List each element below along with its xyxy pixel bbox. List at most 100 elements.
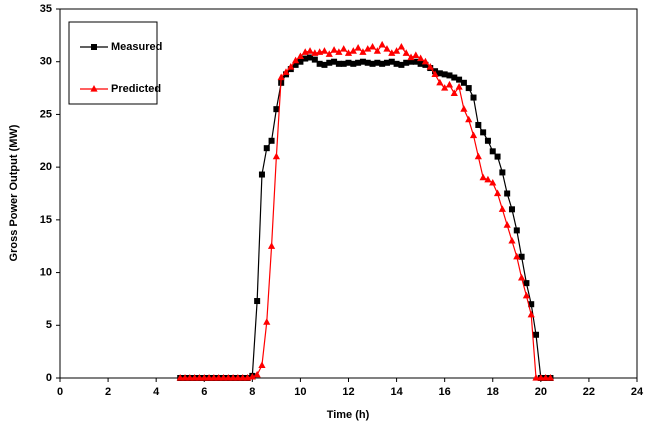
data-point	[383, 59, 390, 66]
data-point	[480, 129, 487, 136]
data-point	[397, 42, 405, 50]
data-point	[321, 61, 328, 68]
data-point	[335, 48, 343, 55]
x-tick-label: 2	[105, 386, 111, 398]
data-point	[277, 73, 285, 81]
data-point	[374, 59, 381, 66]
data-point	[403, 59, 410, 66]
y-tick-label: 35	[40, 3, 52, 15]
y-tick-label: 25	[40, 108, 52, 120]
data-point	[388, 49, 396, 56]
series	[177, 54, 554, 381]
x-tick-label: 4	[153, 386, 160, 398]
data-point	[408, 58, 415, 65]
data-point	[302, 55, 309, 62]
data-point	[258, 171, 265, 178]
data-point	[210, 374, 218, 381]
data-point	[268, 137, 275, 144]
data-point	[450, 89, 458, 96]
data-point	[475, 121, 482, 128]
x-tick-label: 22	[583, 386, 595, 398]
data-point	[499, 169, 506, 176]
data-point	[528, 301, 535, 308]
data-point	[359, 48, 367, 55]
data-point	[446, 72, 453, 79]
data-point	[393, 60, 400, 67]
data-point	[253, 370, 261, 378]
data-point	[359, 58, 366, 65]
data-point	[355, 59, 362, 66]
data-point	[364, 59, 371, 66]
data-point	[176, 374, 184, 381]
data-point	[311, 56, 318, 63]
data-point	[331, 58, 338, 65]
data-point	[292, 61, 299, 68]
data-point	[402, 49, 410, 56]
data-point	[254, 298, 261, 305]
data-point	[287, 62, 295, 70]
data-point	[205, 374, 213, 381]
data-point	[426, 62, 434, 70]
y-tick-label: 20	[40, 161, 52, 173]
x-tick-label: 12	[342, 386, 354, 398]
data-point	[436, 78, 444, 86]
data-point	[513, 252, 521, 260]
data-point	[364, 45, 372, 52]
data-point	[330, 46, 338, 53]
data-point	[460, 79, 467, 86]
data-point	[479, 173, 487, 181]
data-point	[508, 206, 515, 213]
data-point	[219, 374, 228, 381]
legend-label: Measured	[111, 41, 162, 53]
y-tick-label: 0	[46, 372, 52, 384]
data-point	[320, 47, 329, 54]
data-point	[392, 47, 401, 54]
data-point	[263, 318, 271, 325]
data-point	[436, 70, 443, 77]
data-point	[349, 47, 357, 54]
data-point	[460, 105, 468, 112]
x-tick-label: 18	[487, 386, 499, 398]
data-point	[441, 84, 449, 91]
data-point	[191, 374, 199, 381]
data-point	[234, 374, 242, 381]
data-point	[474, 152, 482, 160]
data-point	[504, 190, 511, 197]
data-point	[316, 60, 323, 67]
y-tick-label: 15	[40, 214, 52, 226]
data-point	[417, 60, 424, 67]
data-point	[326, 59, 333, 66]
y-tick-label: 5	[46, 319, 52, 331]
data-point	[546, 374, 555, 381]
data-point	[493, 189, 502, 197]
legend: Measured Predicted	[68, 21, 162, 105]
data-point	[344, 49, 353, 56]
data-point	[441, 71, 448, 78]
legend-label: Predicted	[111, 83, 161, 95]
x-axis-label: Time (h)	[327, 409, 370, 421]
data-point	[533, 331, 540, 338]
data-point	[195, 374, 204, 381]
data-point	[181, 374, 189, 381]
data-point	[431, 70, 439, 77]
data-point	[503, 221, 511, 228]
data-point	[537, 374, 545, 381]
x-tick-label: 10	[294, 386, 306, 398]
y-tick-label: 30	[40, 56, 52, 68]
x-tick-label: 20	[535, 386, 547, 398]
x-tick-label: 24	[631, 386, 644, 398]
data-point	[465, 85, 472, 92]
data-point	[388, 58, 395, 65]
data-point	[484, 175, 492, 183]
data-point	[306, 47, 314, 54]
data-point	[292, 56, 300, 64]
x-tick-label: 6	[201, 386, 207, 398]
data-point	[297, 58, 304, 65]
data-point	[345, 59, 352, 66]
data-point	[383, 45, 391, 52]
data-point	[451, 74, 458, 81]
x-tick-label: 14	[390, 386, 403, 398]
data-point	[335, 60, 342, 67]
data-point	[263, 145, 270, 152]
